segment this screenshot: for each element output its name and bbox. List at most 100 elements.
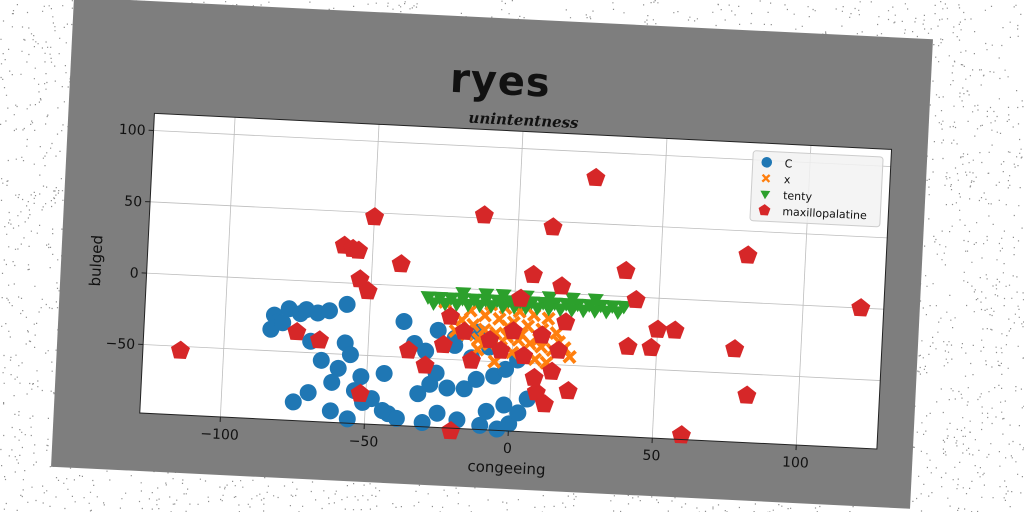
data-point (495, 300, 512, 315)
data-point (170, 340, 190, 359)
legend: Cx tenty maxillopalatine (749, 150, 884, 228)
x-tick-label: −50 (348, 433, 378, 450)
data-point (312, 351, 330, 369)
data-point (373, 402, 391, 420)
x-tick-label: 50 (642, 448, 661, 465)
data-point (575, 304, 592, 319)
data-point (532, 325, 552, 344)
data-point (665, 320, 685, 339)
data-point (542, 361, 562, 380)
data-point (564, 292, 581, 307)
data-point (441, 306, 461, 325)
data-point (338, 295, 356, 313)
data-point (395, 312, 413, 330)
data-point (648, 319, 668, 338)
data-point (549, 340, 569, 359)
data-point (851, 298, 871, 317)
data-point (562, 349, 577, 364)
data-point (497, 360, 515, 378)
legend-marker (761, 157, 773, 168)
data-point (478, 288, 495, 303)
data-point (511, 288, 531, 307)
data-point (287, 321, 307, 341)
data-point (552, 303, 569, 318)
data-point (558, 381, 578, 400)
data-point (429, 321, 447, 339)
data-point (455, 286, 472, 301)
data-point (514, 345, 534, 365)
data-point (587, 293, 604, 308)
legend-marker (760, 190, 771, 200)
data-point (321, 402, 339, 420)
grid-line-y (150, 201, 888, 239)
data-point (523, 264, 543, 284)
data-point (320, 302, 338, 320)
data-point (375, 364, 393, 382)
y-axis-label: bulged (86, 235, 106, 287)
data-point (441, 421, 461, 440)
data-point (541, 291, 558, 306)
data-point (586, 167, 606, 187)
data-point (454, 321, 474, 340)
series-3 (170, 167, 871, 444)
grid-line-x (507, 131, 524, 432)
data-point (598, 305, 615, 320)
data-point (503, 321, 523, 340)
data-point (737, 385, 757, 404)
data-point (391, 254, 411, 273)
data-point (474, 205, 494, 224)
data-point (417, 342, 435, 360)
data-point (352, 368, 370, 386)
data-point (341, 346, 359, 364)
data-point (626, 289, 646, 309)
data-point (365, 207, 385, 226)
data-point (541, 302, 558, 317)
data-point (449, 298, 466, 313)
data-point (552, 276, 572, 295)
legend-label: C (784, 157, 793, 170)
data-point (437, 297, 454, 312)
data-point (455, 380, 473, 398)
data-point (433, 334, 453, 354)
data-point (460, 298, 477, 313)
data-point (349, 240, 369, 259)
x-axis-label: congeeing (467, 457, 546, 479)
data-point (495, 288, 512, 303)
data-point (526, 382, 546, 401)
data-point (610, 305, 627, 320)
x-tick-label: 0 (503, 441, 513, 457)
data-point (350, 269, 370, 288)
data-point (477, 308, 493, 323)
data-point (358, 281, 378, 300)
data-point (299, 384, 317, 402)
data-point (399, 340, 419, 359)
data-point (641, 337, 661, 357)
y-tick-label: 50 (124, 194, 143, 211)
data-point (387, 409, 405, 427)
data-point (495, 396, 513, 414)
x-tick-label: −100 (200, 426, 239, 444)
data-point (472, 299, 489, 314)
data-point (323, 373, 341, 391)
legend-label: maxillopalatine (782, 205, 867, 222)
y-tick-label: 0 (129, 265, 139, 281)
legend-label: tenty (783, 189, 813, 203)
scatter-chart: unintentness −100 −50 0 50 100 −50 0 50 100 congee… (86, 109, 893, 479)
data-point (462, 350, 482, 369)
data-point (587, 304, 604, 319)
data-point (725, 339, 745, 358)
data-point (556, 312, 576, 331)
data-point (491, 340, 511, 359)
data-point (350, 383, 370, 403)
legend-marker (761, 173, 771, 183)
data-point (409, 385, 427, 403)
data-point (738, 245, 758, 264)
data-point (438, 379, 456, 397)
y-tick-label: −50 (105, 336, 135, 353)
figure-rotator: ryes unintentness −100 −50 0 50 100 −50 0 50 100 c… (51, 0, 933, 509)
data-point (618, 336, 638, 356)
data-point (616, 260, 636, 280)
data-point (467, 370, 485, 388)
data-point (564, 303, 581, 318)
data-point (524, 367, 544, 387)
